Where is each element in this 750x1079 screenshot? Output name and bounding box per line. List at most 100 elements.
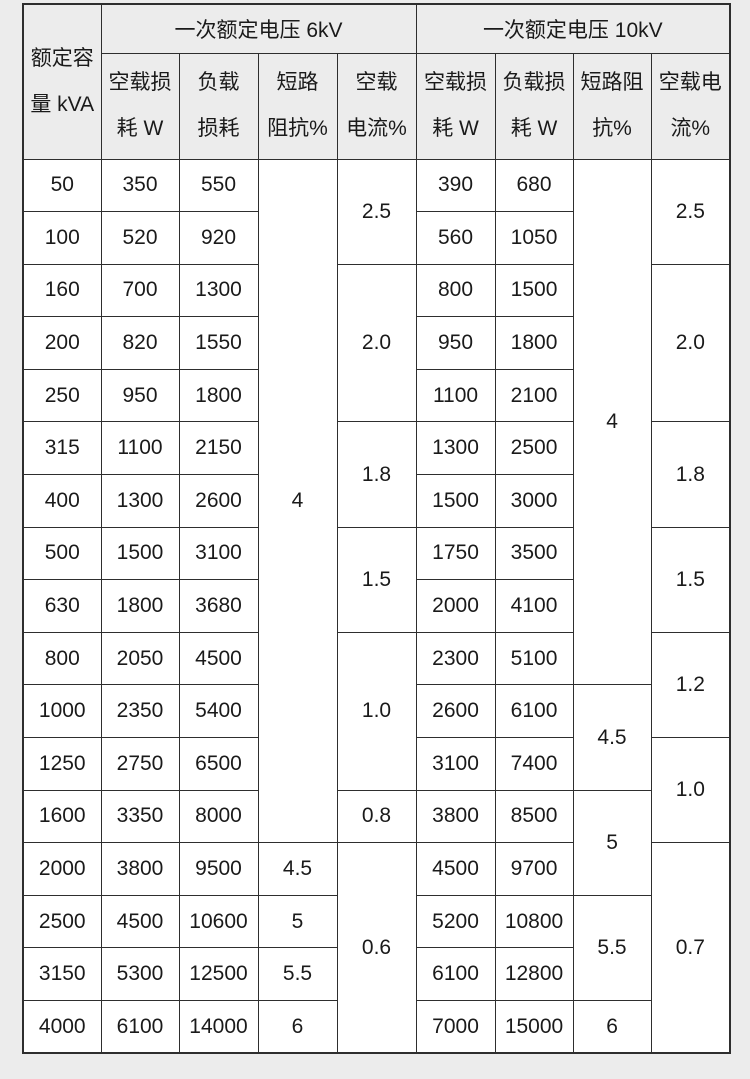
cell-load-loss-6kv: 550 <box>178 158 259 213</box>
cell-no-load-loss-10kv: 800 <box>415 263 496 318</box>
cell-no-load-loss-10kv: 3800 <box>415 789 496 844</box>
table-row: 630 1800 3680 2000 4100 <box>22 579 730 633</box>
cell-no-load-current-6kv: 1.0 <box>336 631 417 791</box>
cell-impedance-10kv: 5 <box>572 789 652 896</box>
cell-capacity: 315 <box>22 421 102 476</box>
table-row: 50 350 550 4 2.5 390 680 4 2.5 <box>22 158 731 844</box>
cell-load-loss-6kv: 1550 <box>178 316 259 370</box>
header-rated-capacity: 额定容 量 kVA <box>22 3 102 160</box>
header-sub-row: 空载损 耗 W 负载 损耗 短路 阻抗% 空载 电流% 空载损 耗 W 负载损 … <box>23 52 731 160</box>
header-rated-capacity-line1: 额定容 <box>30 46 94 70</box>
cell-impedance-6kv: 5.5 <box>257 947 338 1001</box>
header-group-10kv: 一次额定电压 10kV <box>415 3 731 54</box>
table-row: 100 520 920 560 1050 <box>22 211 730 265</box>
table-row: 1600 3350 8000 0.8 3800 8500 5 <box>22 789 730 896</box>
cell-no-load-loss-10kv: 3100 <box>415 737 496 791</box>
table-row: 4000 6100 14000 6 7000 15000 6 <box>22 1000 730 1054</box>
header-impedance-10kv: 短路阻 抗% <box>572 52 652 160</box>
cell-impedance-10kv: 4 <box>572 158 652 686</box>
cell-load-loss-10kv: 3000 <box>494 474 574 528</box>
cell-no-load-current-10kv: 1.0 <box>650 737 731 844</box>
header-text: 阻抗% <box>267 117 328 140</box>
cell-no-load-loss-10kv: 7000 <box>415 1000 496 1054</box>
header-group-row: 额定容 量 kVA 一次额定电压 6kV 一次额定电压 10kV <box>22 3 731 160</box>
header-group-6kv: 一次额定电压 6kV <box>100 3 417 54</box>
cell-no-load-loss-6kv: 1500 <box>100 526 180 581</box>
header-text: 空载损 <box>424 71 488 94</box>
cell-no-load-loss-10kv: 1750 <box>415 526 496 581</box>
cell-no-load-loss-6kv: 3800 <box>100 842 180 896</box>
cell-capacity: 250 <box>22 368 102 423</box>
cell-no-load-loss-6kv: 1300 <box>100 474 180 528</box>
table-row: 2000 3800 9500 4.5 0.6 4500 9700 0.7 <box>22 842 731 1054</box>
cell-capacity: 1250 <box>22 737 102 791</box>
cell-load-loss-10kv: 5100 <box>494 631 574 686</box>
cell-load-loss-6kv: 1800 <box>178 368 259 423</box>
cell-no-load-loss-10kv: 4500 <box>415 842 496 896</box>
cell-load-loss-10kv: 6100 <box>494 684 574 739</box>
cell-no-load-loss-6kv: 2050 <box>100 631 180 686</box>
cell-load-loss-10kv: 7400 <box>494 737 574 791</box>
cell-load-loss-6kv: 920 <box>178 211 259 265</box>
cell-no-load-current-6kv: 2.0 <box>336 263 417 423</box>
cell-no-load-loss-10kv: 1300 <box>415 421 496 476</box>
cell-impedance-10kv: 5.5 <box>572 894 652 1002</box>
header-text: 短路阻 <box>580 71 644 94</box>
cell-capacity: 1000 <box>22 684 102 739</box>
header-no-load-current-10kv: 空载电 流% <box>650 52 731 160</box>
header-text: 负载 <box>197 71 240 94</box>
table-row: 1250 2750 6500 3100 7400 1.0 <box>22 737 731 844</box>
header-text: 耗 W <box>510 117 558 140</box>
table-row: 3150 5300 12500 5.5 6100 12800 <box>22 947 730 1001</box>
header-no-load-current-6kv: 空载 电流% <box>336 52 417 160</box>
cell-no-load-current-10kv: 1.8 <box>650 421 731 528</box>
cell-no-load-current-6kv: 0.6 <box>336 842 417 1054</box>
cell-load-loss-6kv: 9500 <box>178 842 259 896</box>
table-row: 250 950 1800 1100 2100 <box>22 368 730 423</box>
transformer-spec-table: 额定容 量 kVA 一次额定电压 6kV 一次额定电压 10kV 空载损 耗 W… <box>22 3 732 1055</box>
cell-load-loss-6kv: 2600 <box>178 474 259 528</box>
header-text: 耗 W <box>432 117 479 140</box>
cell-load-loss-10kv: 2100 <box>494 368 574 423</box>
cell-capacity: 4000 <box>22 1000 102 1054</box>
cell-load-loss-6kv: 5400 <box>178 684 259 739</box>
cell-no-load-loss-10kv: 1500 <box>415 474 496 528</box>
cell-no-load-loss-10kv: 2000 <box>415 579 496 633</box>
cell-no-load-loss-6kv: 2750 <box>100 737 180 791</box>
cell-load-loss-10kv: 1800 <box>494 316 574 370</box>
cell-load-loss-10kv: 8500 <box>494 789 574 844</box>
cell-load-loss-10kv: 15000 <box>494 1000 574 1054</box>
cell-impedance-6kv: 4 <box>257 158 338 844</box>
header-text: 电流% <box>346 117 407 140</box>
cell-impedance-6kv: 4.5 <box>257 842 338 896</box>
cell-capacity: 630 <box>22 579 102 633</box>
cell-no-load-current-10kv: 1.2 <box>650 631 731 739</box>
header-text: 耗 W <box>116 117 164 140</box>
cell-load-loss-6kv: 14000 <box>178 1000 259 1054</box>
cell-no-load-loss-6kv: 1800 <box>100 579 180 633</box>
cell-capacity: 160 <box>22 263 102 318</box>
cell-capacity: 800 <box>22 631 102 686</box>
table-row: 500 1500 3100 1.5 1750 3500 1.5 <box>22 526 731 633</box>
header-no-load-loss-6kv: 空载损 耗 W <box>100 52 180 160</box>
cell-load-loss-10kv: 2500 <box>494 421 574 476</box>
cell-capacity: 50 <box>22 158 102 213</box>
cell-no-load-current-10kv: 2.0 <box>650 263 731 423</box>
cell-load-loss-10kv: 10800 <box>494 894 574 949</box>
header-text: 短路 <box>276 71 319 94</box>
cell-impedance-10kv: 4.5 <box>572 684 652 791</box>
cell-load-loss-10kv: 1050 <box>494 211 574 265</box>
cell-no-load-current-6kv: 1.8 <box>336 421 417 528</box>
cell-capacity: 400 <box>22 474 102 528</box>
cell-no-load-loss-6kv: 3350 <box>100 789 180 844</box>
header-text: 空载损 <box>108 71 172 94</box>
header-load-loss-6kv: 负载 损耗 <box>178 52 259 160</box>
cell-load-loss-6kv: 4500 <box>178 631 259 686</box>
cell-capacity: 200 <box>22 316 102 370</box>
cell-no-load-loss-6kv: 6100 <box>100 1000 180 1054</box>
table-row: 1000 2350 5400 2600 6100 4.5 <box>22 684 730 791</box>
cell-no-load-loss-6kv: 950 <box>100 368 180 423</box>
cell-capacity: 500 <box>22 526 102 581</box>
cell-no-load-loss-10kv: 390 <box>415 158 496 213</box>
header-text: 流% <box>670 117 711 140</box>
